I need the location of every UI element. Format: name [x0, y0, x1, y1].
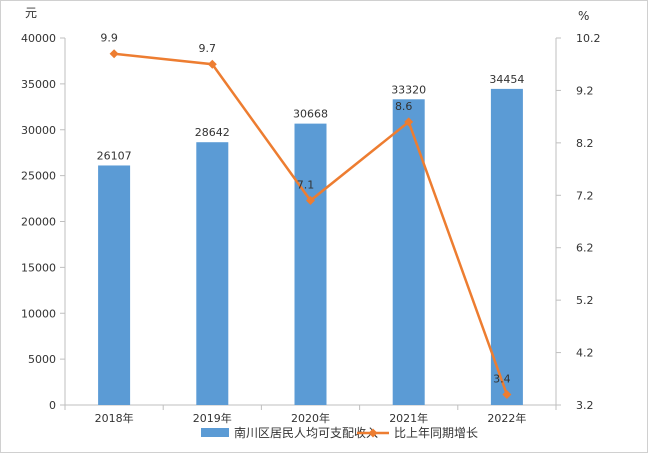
growth-value-label: 7.1 [297, 179, 315, 192]
left-axis-unit: 元 [25, 6, 37, 20]
bar [196, 142, 229, 405]
x-axis-tick-label: 2020年 [291, 411, 330, 425]
right-axis-tick-label: 6.2 [576, 242, 594, 255]
right-axis-tick-label: 4.2 [576, 347, 594, 360]
right-axis-tick-label: 5.2 [576, 294, 594, 307]
right-axis-tick-label: 9.2 [576, 84, 594, 97]
left-axis-tick-label: 40000 [21, 32, 56, 45]
bar [490, 88, 523, 405]
bar [294, 123, 327, 406]
growth-value-label: 8.6 [395, 100, 413, 113]
right-axis-unit: % [578, 9, 589, 23]
left-axis-tick-label: 25000 [21, 170, 56, 183]
right-axis-tick-label: 10.2 [576, 32, 601, 45]
right-axis-tick-label: 8.2 [576, 137, 594, 150]
x-axis-tick-label: 2019年 [193, 411, 232, 425]
growth-point-marker [502, 390, 512, 400]
bar-value-label: 26107 [97, 149, 132, 162]
left-axis-tick-label: 30000 [21, 124, 56, 137]
left-axis-tick-label: 20000 [21, 216, 56, 229]
x-axis-tick-label: 2018年 [95, 411, 134, 425]
growth-value-label: 3.4 [493, 373, 511, 386]
bar-value-label: 28642 [195, 126, 230, 139]
right-axis-tick-label: 7.2 [576, 189, 594, 202]
bar-value-label: 34454 [489, 73, 524, 86]
left-axis-tick-label: 0 [49, 399, 56, 412]
x-axis-tick-label: 2021年 [389, 411, 428, 425]
legend-bar-label: 南川区居民人均可支配收入 [234, 425, 378, 440]
left-axis-tick-label: 5000 [28, 353, 56, 366]
legend-line-marker [368, 428, 378, 438]
x-axis-tick-label: 2022年 [487, 411, 526, 425]
legend-bar-swatch [201, 428, 229, 437]
growth-point-marker [207, 59, 217, 69]
bar [98, 165, 131, 405]
growth-point-marker [306, 196, 315, 206]
legend-line-label: 比上年同期增长 [394, 426, 478, 440]
growth-point-marker [404, 117, 414, 127]
left-axis-tick-label: 35000 [21, 78, 56, 91]
bar-value-label: 33320 [391, 83, 426, 96]
growth-point-marker [109, 49, 119, 59]
growth-value-label: 9.9 [100, 32, 118, 45]
right-axis-tick-label: 3.2 [576, 399, 594, 412]
left-axis-tick-label: 15000 [21, 261, 56, 274]
bar-value-label: 30668 [293, 108, 328, 121]
left-axis-tick-label: 10000 [21, 307, 56, 320]
growth-value-label: 9.7 [199, 42, 217, 55]
bar [392, 99, 425, 405]
